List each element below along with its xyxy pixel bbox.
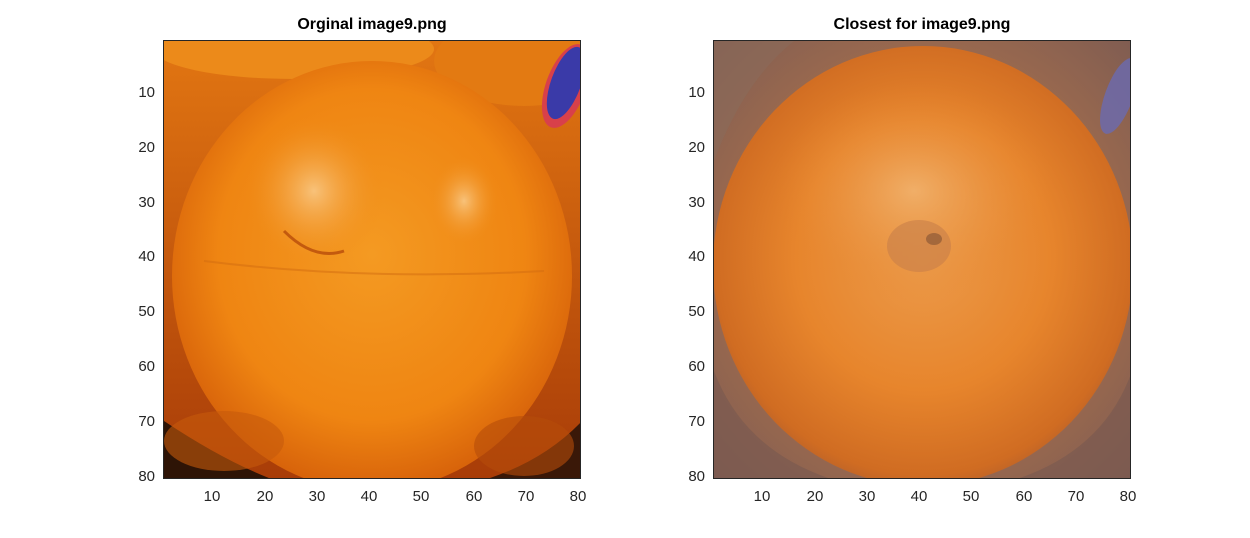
ytick-label: 50 — [138, 303, 155, 320]
ytick-label: 10 — [688, 84, 705, 101]
closest-image — [713, 40, 1131, 479]
xtick-label: 50 — [412, 488, 430, 505]
xtick-label: 30 — [308, 488, 326, 505]
original-image — [163, 40, 581, 479]
original-orange-image — [164, 41, 580, 478]
axes-original: 10 20 30 40 50 60 70 80 10 20 30 40 50 6… — [138, 40, 586, 505]
xtick-label: 60 — [1015, 488, 1033, 505]
xtick-label: 70 — [1067, 488, 1085, 505]
ytick-label: 50 — [688, 303, 705, 320]
panel-title-original: Orginal image9.png — [297, 16, 447, 33]
axes-closest: 10 20 30 40 50 60 70 80 10 20 30 40 50 6… — [688, 40, 1136, 505]
ytick-label: 70 — [688, 413, 705, 430]
panel-closest: Closest for image9.png — [625, 0, 1250, 538]
xtick-label: 70 — [517, 488, 535, 505]
xtick-label: 60 — [465, 488, 483, 505]
ytick-label: 30 — [138, 194, 155, 211]
xtick-label: 10 — [753, 488, 771, 505]
ytick-label: 20 — [138, 139, 155, 156]
xtick-label: 20 — [806, 488, 824, 505]
ytick-label: 70 — [138, 413, 155, 430]
xtick-label: 50 — [962, 488, 980, 505]
xtick-label: 10 — [203, 488, 221, 505]
xtick-label: 80 — [569, 488, 587, 505]
xtick-label: 30 — [858, 488, 876, 505]
xtick-label: 40 — [910, 488, 928, 505]
ytick-label: 80 — [688, 468, 705, 485]
ytick-label: 10 — [138, 84, 155, 101]
ytick-label: 40 — [138, 248, 155, 265]
ytick-label: 20 — [688, 139, 705, 156]
panel-title-closest: Closest for image9.png — [833, 16, 1011, 33]
ytick-label: 40 — [688, 248, 705, 265]
ytick-label: 80 — [138, 468, 155, 485]
ytick-label: 60 — [688, 358, 705, 375]
closest-orange-image — [714, 41, 1130, 478]
xtick-label: 80 — [1119, 488, 1137, 505]
xtick-label: 40 — [360, 488, 378, 505]
ytick-label: 60 — [138, 358, 155, 375]
xtick-label: 20 — [256, 488, 274, 505]
panel-original: Orginal image9.png — [138, 16, 586, 505]
ytick-label: 30 — [688, 194, 705, 211]
